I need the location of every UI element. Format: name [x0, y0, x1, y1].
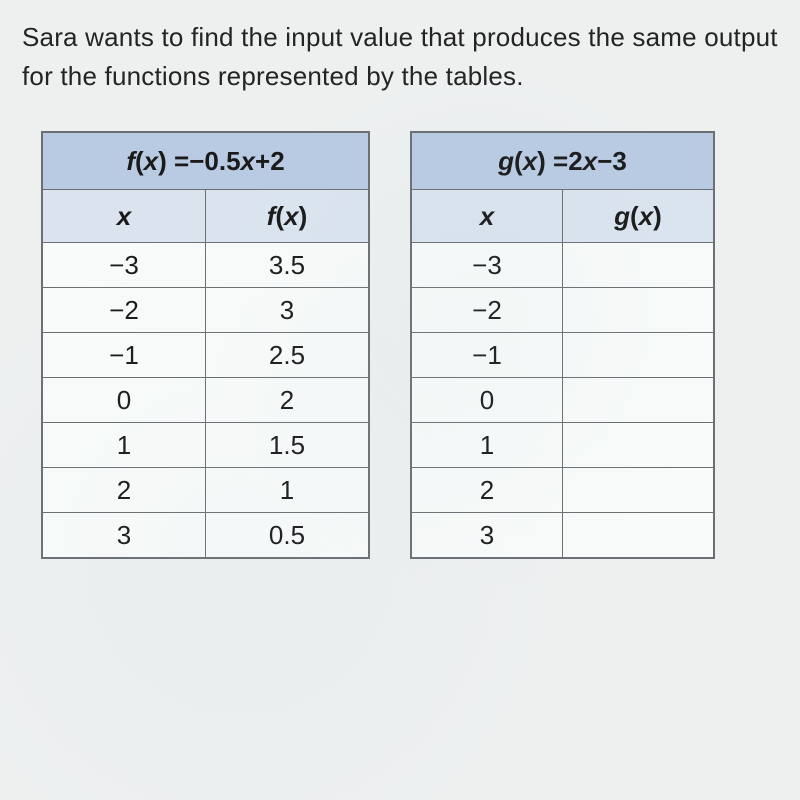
- table-row: 30.5: [43, 513, 369, 558]
- table-g-col-gx: g(x): [563, 190, 714, 243]
- f-y-6: 0.5: [206, 513, 369, 558]
- table-g: g(x) =2x−3 x g(x) −3 −2 −1 0 1 2 3: [411, 132, 714, 558]
- table-row: −23: [43, 288, 369, 333]
- tables-container: f(x) =−0.5x+2 x f(x) −33.5 −23 −12.5 02 …: [22, 132, 778, 558]
- f-x-3: 0: [43, 378, 206, 423]
- g-y-2: [563, 333, 714, 378]
- table-row: 02: [43, 378, 369, 423]
- table-g-col-x: x: [412, 190, 563, 243]
- table-row: 2: [412, 468, 714, 513]
- g-y-0: [563, 243, 714, 288]
- f-x-4: 1: [43, 423, 206, 468]
- table-f: f(x) =−0.5x+2 x f(x) −33.5 −23 −12.5 02 …: [42, 132, 369, 558]
- f-x-2: −1: [43, 333, 206, 378]
- f-y-2: 2.5: [206, 333, 369, 378]
- f-y-5: 1: [206, 468, 369, 513]
- table-f-col-x: x: [43, 190, 206, 243]
- table-f-title: f(x) =−0.5x+2: [43, 133, 369, 190]
- question-text: Sara wants to find the input value that …: [22, 18, 778, 96]
- f-y-0: 3.5: [206, 243, 369, 288]
- table-row: 3: [412, 513, 714, 558]
- g-x-4: 1: [412, 423, 563, 468]
- f-y-3: 2: [206, 378, 369, 423]
- g-y-1: [563, 288, 714, 333]
- g-x-6: 3: [412, 513, 563, 558]
- f-x-6: 3: [43, 513, 206, 558]
- g-x-3: 0: [412, 378, 563, 423]
- g-y-6: [563, 513, 714, 558]
- table-row: 1: [412, 423, 714, 468]
- f-x-5: 2: [43, 468, 206, 513]
- g-x-2: −1: [412, 333, 563, 378]
- table-row: −1: [412, 333, 714, 378]
- table-row: 21: [43, 468, 369, 513]
- table-f-col-fx: f(x): [206, 190, 369, 243]
- table-row: −3: [412, 243, 714, 288]
- f-x-1: −2: [43, 288, 206, 333]
- f-y-4: 1.5: [206, 423, 369, 468]
- table-row: −12.5: [43, 333, 369, 378]
- f-y-1: 3: [206, 288, 369, 333]
- table-row: 11.5: [43, 423, 369, 468]
- g-y-4: [563, 423, 714, 468]
- table-row: −2: [412, 288, 714, 333]
- table-row: 0: [412, 378, 714, 423]
- g-x-0: −3: [412, 243, 563, 288]
- table-row: −33.5: [43, 243, 369, 288]
- g-y-5: [563, 468, 714, 513]
- table-g-title: g(x) =2x−3: [412, 133, 714, 190]
- g-x-1: −2: [412, 288, 563, 333]
- g-y-3: [563, 378, 714, 423]
- f-x-0: −3: [43, 243, 206, 288]
- g-x-5: 2: [412, 468, 563, 513]
